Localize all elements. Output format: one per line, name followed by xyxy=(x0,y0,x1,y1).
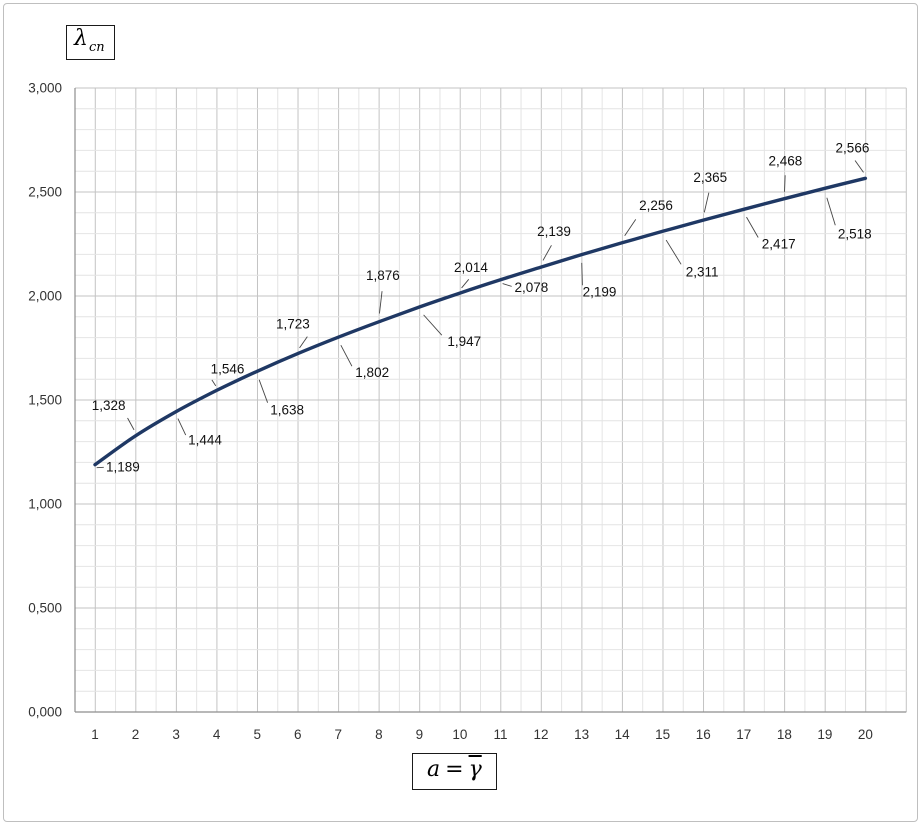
y-tick-label: 2,000 xyxy=(28,289,62,304)
label-leader-line xyxy=(211,379,217,387)
data-point-label: 2,417 xyxy=(762,236,796,251)
data-point-label: 2,468 xyxy=(768,154,802,169)
x-tick-label: 18 xyxy=(777,727,792,742)
x-tick-label: 8 xyxy=(375,727,383,742)
data-point-label: 2,365 xyxy=(693,170,727,185)
label-leader-line xyxy=(665,239,682,265)
data-point-label: 1,546 xyxy=(211,361,245,376)
x-tick-label: 4 xyxy=(213,727,221,742)
label-leader-line xyxy=(746,216,759,238)
label-leader-line xyxy=(581,262,583,286)
label-leader-line xyxy=(826,197,836,226)
x-axis-gamma-bar: γ xyxy=(468,757,482,782)
label-leader-line xyxy=(461,279,470,289)
data-point-label: 2,199 xyxy=(583,285,617,300)
x-tick-label: 9 xyxy=(416,727,424,742)
data-point-label: 1,444 xyxy=(188,433,222,448)
label-leader-line xyxy=(423,314,443,336)
equals-sign: = xyxy=(445,757,464,782)
data-point-label: 2,311 xyxy=(686,264,719,279)
x-tick-label: 1 xyxy=(91,727,99,742)
x-tick-label: 20 xyxy=(858,727,873,742)
x-tick-label: 17 xyxy=(736,727,751,742)
label-leader-line xyxy=(127,417,135,431)
data-point-label: 1,947 xyxy=(447,334,481,349)
x-tick-label: 13 xyxy=(574,727,589,742)
label-leader-line xyxy=(624,219,637,237)
y-axis-label-box: λсп xyxy=(66,25,115,60)
x-tick-label: 19 xyxy=(817,727,832,742)
x-tick-label: 10 xyxy=(452,727,467,742)
data-point-label: 2,078 xyxy=(515,280,549,295)
label-leader-line xyxy=(340,344,353,367)
x-tick-label: 7 xyxy=(335,727,343,742)
x-tick-label: 11 xyxy=(493,727,507,742)
x-axis-label-box: a = γ xyxy=(412,753,497,790)
y-tick-label: 2,500 xyxy=(28,185,62,200)
y-axis-symbol: λ xyxy=(74,26,88,51)
data-point-label: 1,189 xyxy=(106,460,140,475)
x-tick-label: 5 xyxy=(253,727,261,742)
label-leader-line xyxy=(854,160,864,173)
data-point-label: 2,139 xyxy=(537,224,571,239)
data-point-label: 1,328 xyxy=(92,398,126,413)
x-tick-label: 12 xyxy=(534,727,549,742)
y-tick-label: 1,000 xyxy=(28,497,62,512)
x-tick-label: 6 xyxy=(294,727,302,742)
y-axis-subscript: сп xyxy=(88,40,105,55)
data-point-label: 1,638 xyxy=(270,402,304,417)
data-point-label: 1,876 xyxy=(366,268,400,283)
data-point-label: 2,566 xyxy=(836,140,870,155)
y-tick-label: 1,500 xyxy=(28,393,62,408)
series-line xyxy=(93,176,868,467)
x-tick-label: 15 xyxy=(655,727,670,742)
data-point-label: 2,014 xyxy=(454,260,488,275)
label-leader-line xyxy=(177,418,187,436)
x-tick-label: 14 xyxy=(615,727,631,742)
y-tick-label: 3,000 xyxy=(28,81,62,96)
label-leader-line xyxy=(502,283,512,287)
label-leader-line xyxy=(258,379,269,403)
label-leader-line xyxy=(703,192,710,213)
x-tick-label: 16 xyxy=(696,727,711,742)
data-point-label: 1,802 xyxy=(355,365,389,380)
label-leader-line xyxy=(379,291,383,314)
data-point-label: 1,723 xyxy=(276,317,310,332)
x-axis-variable: a xyxy=(427,757,441,782)
x-tick-label: 3 xyxy=(172,727,180,742)
label-leader-line xyxy=(784,175,786,192)
data-point-label: 2,256 xyxy=(639,198,673,213)
y-tick-label: 0,500 xyxy=(28,601,62,616)
data-point-label: 2,518 xyxy=(838,226,872,241)
x-tick-label: 2 xyxy=(132,727,140,742)
y-tick-label: 0,000 xyxy=(28,705,62,720)
label-leader-line xyxy=(299,336,308,349)
label-leader-line xyxy=(542,245,552,261)
